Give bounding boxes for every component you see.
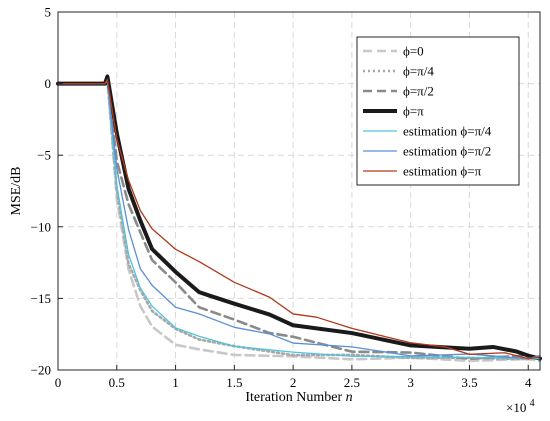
y-tick-label: 0: [45, 76, 52, 91]
y-axis-ticks: −20 −15 −10 −5 0 5: [31, 5, 63, 378]
y-tick-label: −10: [31, 219, 51, 234]
x-axis-ticks: 0 0.5 1 1.5 2 2.5 3 3.5 4: [55, 365, 532, 390]
x-tick-label: 1: [172, 375, 179, 390]
x-axis-label: Iteration Number n: [245, 390, 352, 405]
plot-frame: [57, 11, 541, 371]
x-tick-label: 3.5: [461, 375, 477, 390]
legend-entry: ϕ=0: [403, 44, 424, 59]
legend-entry: estimation ϕ=π: [403, 164, 482, 179]
y-axis-label: MSE/dB: [9, 166, 24, 215]
series-layer: [56, 74, 542, 363]
y-tick-label: −15: [31, 291, 51, 306]
x-tick-label: 4: [525, 375, 532, 390]
legend-entry: ϕ=π/4: [403, 64, 434, 79]
y-tick-label: −5: [37, 148, 51, 163]
legend-entry: estimation ϕ=π/4: [403, 124, 492, 139]
series-line: [57, 78, 541, 360]
y-tick-label: −20: [31, 363, 51, 378]
legend: ϕ=0 ϕ=π/4 ϕ=π/2 ϕ=π estimation ϕ=π/4 estimati…: [356, 36, 520, 186]
x-tick-label: 2.5: [344, 375, 360, 390]
legend-entry: ϕ=π: [403, 104, 424, 119]
x-tick-label: 3: [407, 375, 414, 390]
legend-entry: estimation ϕ=π/2: [403, 144, 491, 159]
x-tick-label: 1.5: [226, 375, 242, 390]
x-axis-multiplier: ×10 4: [506, 398, 535, 415]
x-tick-label: 0.5: [109, 375, 125, 390]
legend-entry: ϕ=π/2: [403, 84, 434, 99]
x-tick-label: 0: [55, 375, 62, 390]
x-tick-label: 2: [290, 375, 297, 390]
y-tick-label: 5: [45, 5, 52, 20]
